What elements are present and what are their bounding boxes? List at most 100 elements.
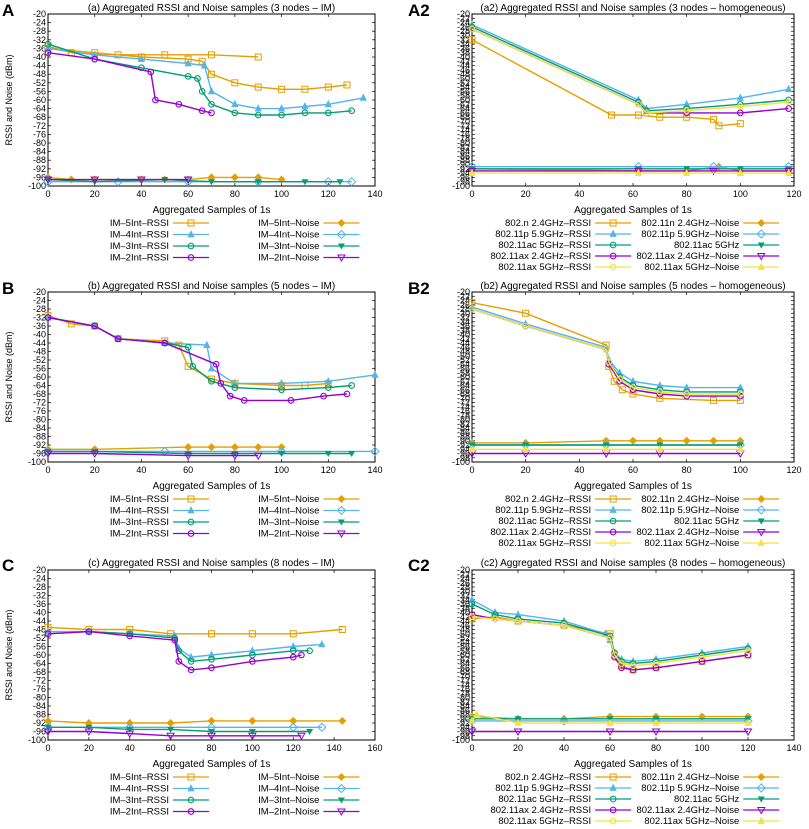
data-point [208,377,215,385]
data-point [207,87,216,95]
y-tick-label: -82 [457,142,470,152]
data-point [467,716,477,726]
y-tick-label: -90 [457,160,470,170]
y-tick-label: -20 [33,287,46,297]
y-tick-label: -66 [457,385,470,395]
legend-label: 802.11ax 2.4GHz–Noise [636,251,739,262]
legend-marker [757,262,765,270]
panel-c: C (c) Aggregated RSSI and Noise samples (… [2,556,383,818]
data-point [736,388,744,396]
legend-label: 802.11ax 2.4GHz–Noise [636,805,739,816]
data-point [744,651,752,659]
y-tick-label: -32 [457,591,470,601]
legend-label: 802.11ax 5GHz–Noise [644,538,739,549]
legend-label: IM–2Int–Noise [258,529,319,540]
data-point [67,320,75,328]
y-tick-label: -36 [33,599,46,609]
x-tick-label: 80 [651,743,661,753]
legend-marker [337,254,346,262]
y-tick-label: -30 [457,308,470,318]
series [468,444,744,453]
x-tick-label: 100 [274,465,289,475]
legend-marker [756,253,766,261]
y-tick-label: -90 [457,714,470,724]
y-tick-label: -58 [457,646,470,656]
y-tick-label: -60 [457,650,470,660]
data-point [231,384,239,391]
y-tick-label: -44 [33,616,46,626]
legend-marker [187,219,195,227]
data-point [208,179,215,186]
data-point [359,93,367,101]
data-point [171,636,179,644]
data-point [91,448,99,455]
legend-label: IM–5Int–RSSI [110,218,169,229]
data-point [468,613,476,621]
y-tick-label: -24 [457,18,470,28]
y-tick-label: -52 [457,78,470,88]
data-point [559,716,569,726]
legend-label: 802.n 2.4GHz–RSSI [505,218,591,229]
legend-label: 802.11ax 2.4GHz–RSSI [490,805,591,816]
y-tick-label: -34 [457,39,470,49]
x-tick-label: 60 [183,189,193,199]
data-point [189,363,197,370]
legend-marker [609,229,617,237]
x-tick-label: 80 [230,189,240,199]
data-point [43,728,53,736]
data-point [175,647,183,655]
x-tick-label: 0 [469,465,474,475]
y-tick-label: -96 [33,727,46,737]
data-point [371,370,379,378]
data-point [682,436,691,445]
data-point [147,68,155,76]
y-tick-label: -52 [457,355,470,365]
y-tick-label: -40 [457,52,470,62]
data-point [633,167,643,176]
y-tick-label: -26 [457,300,470,310]
data-point [324,83,332,91]
y-tick-label: -92 [33,164,46,174]
legend-label: IM–4Int–Noise [258,784,319,795]
data-point [301,102,309,110]
data-point [522,444,530,453]
legend: 802.n 2.4GHz–RSSI 802.11n 2.4GHz–Noise802… [490,218,780,273]
data-point [472,710,481,718]
x-tick-label: 140 [327,743,342,753]
data-point [736,168,744,177]
y-tick-label: -96 [33,449,46,459]
y-tick-label: -30 [457,586,470,596]
series [467,167,794,176]
legend-label: IM–3Int–RSSI [110,517,169,528]
data-point [468,36,476,44]
x-tick-label: 60 [166,743,176,753]
legend: 802.n 2.4GHz–RSSI 802.11n 2.4GHz–Noise802… [490,772,780,827]
data-point [683,109,691,117]
x-tick-label: 40 [125,743,135,753]
data-point [44,716,52,725]
y-tick-label: -36 [457,43,470,53]
data-point [736,444,744,453]
y-tick-label: -60 [33,650,46,660]
data-point [194,75,201,82]
data-point [298,651,305,659]
y-tick-label: -48 [457,347,470,357]
data-point [338,626,346,633]
y-tick-label: -82 [457,697,470,707]
y-tick-label: -94 [457,168,470,178]
x-tick-label: 40 [574,189,584,199]
legend-label: IM–3Int–Noise [258,517,319,528]
data-point [226,392,234,400]
series-line [47,43,352,116]
data-point [289,716,298,725]
y-tick-label: -70 [457,671,470,681]
x-tick-label: 20 [90,189,100,199]
y-tick-label: -52 [33,78,46,88]
y-tick-label: -76 [457,406,470,416]
x-tick-label: 0 [45,743,50,753]
data-point [698,653,706,661]
legend-label: IM–2Int–RSSI [110,253,169,264]
legend-marker [337,519,345,526]
y-tick-label: -36 [33,321,46,331]
